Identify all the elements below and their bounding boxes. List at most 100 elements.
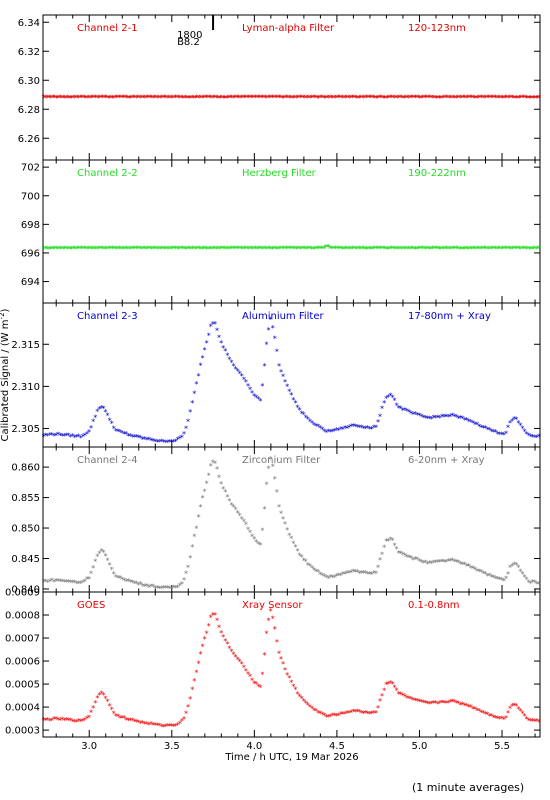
data-point: * [485, 245, 490, 254]
data-point: * [87, 575, 92, 584]
data-point: * [506, 94, 511, 103]
data-point: * [48, 245, 53, 254]
series-4: ****************************************… [41, 455, 541, 594]
data-point: * [409, 410, 414, 419]
data-point: * [267, 94, 272, 103]
channel-label: Channel 2-2 [77, 168, 138, 179]
data-point: * [289, 679, 294, 688]
data-point: * [203, 94, 208, 103]
data-point: * [458, 560, 463, 569]
data-point: * [462, 245, 467, 254]
data-point: * [190, 686, 195, 695]
data-point: * [290, 245, 295, 254]
data-point: * [419, 698, 424, 707]
data-point: * [369, 570, 374, 579]
data-point: * [501, 431, 506, 440]
y-tick-label: 700 [21, 191, 40, 202]
data-point: * [228, 94, 233, 103]
data-point: * [233, 653, 238, 662]
y-tick-label: 698 [21, 220, 40, 231]
data-point: * [149, 720, 154, 729]
data-point: * [155, 245, 160, 254]
data-point: * [197, 94, 202, 103]
data-point: * [186, 418, 191, 427]
data-point: * [431, 559, 436, 568]
data-point: * [144, 93, 149, 102]
data-point: * [369, 425, 374, 434]
data-point: * [483, 570, 488, 579]
data-point: * [509, 245, 514, 254]
data-point: * [62, 578, 67, 587]
data-point: * [429, 245, 434, 254]
data-point: * [403, 245, 408, 254]
data-point: * [415, 556, 420, 565]
data-point: * [396, 690, 401, 699]
data-point: * [462, 416, 467, 425]
data-point: * [507, 245, 512, 254]
data-point: * [43, 432, 48, 441]
data-point: * [477, 568, 482, 577]
data-point: * [142, 720, 147, 729]
data-point: * [82, 94, 87, 103]
data-point: * [376, 418, 381, 427]
data-point: * [277, 649, 282, 658]
data-point: * [248, 672, 253, 681]
data-point: * [76, 580, 81, 589]
data-point: * [380, 692, 385, 701]
data-point: * [276, 245, 281, 254]
data-point: * [283, 378, 288, 387]
data-point: * [423, 94, 428, 103]
data-point: * [219, 480, 224, 489]
data-point: * [277, 362, 282, 371]
data-point: * [506, 423, 511, 432]
data-point: * [68, 94, 73, 103]
data-point: * [161, 94, 166, 103]
data-point: * [72, 718, 77, 727]
data-point: * [173, 584, 178, 593]
data-point: * [446, 413, 451, 422]
data-point: * [525, 94, 530, 103]
data-point: * [468, 703, 473, 712]
data-point: * [82, 244, 87, 253]
data-point: * [266, 326, 271, 335]
data-point: * [347, 94, 352, 103]
data-point: * [122, 430, 127, 439]
data-point: * [507, 94, 512, 103]
data-point: * [502, 94, 507, 103]
data-point: * [386, 245, 391, 254]
data-point: * [462, 560, 467, 569]
data-point: * [45, 245, 50, 254]
data-point: * [532, 94, 537, 103]
data-point: * [357, 423, 362, 432]
data-point: * [188, 408, 193, 417]
data-point: * [307, 703, 312, 712]
data-point: * [481, 570, 486, 579]
data-point: * [194, 245, 199, 254]
data-point: * [52, 578, 57, 587]
data-point: * [514, 415, 519, 424]
data-point: * [85, 575, 90, 584]
data-point: * [532, 433, 537, 442]
data-point: * [97, 245, 102, 254]
panel-frame [42, 159, 541, 304]
data-point: * [169, 93, 174, 102]
data-point: * [468, 245, 473, 254]
data-point: * [315, 245, 320, 254]
data-point: * [288, 245, 293, 254]
data-point: * [163, 584, 168, 593]
data-point: * [62, 94, 67, 103]
data-point: * [382, 245, 387, 254]
data-point: * [323, 94, 328, 103]
data-point: * [511, 94, 516, 103]
data-point: * [371, 245, 376, 254]
data-point: * [455, 94, 460, 103]
data-point: * [277, 94, 282, 103]
data-point: * [227, 356, 232, 365]
data-point: * [236, 94, 241, 103]
data-point: * [461, 94, 466, 103]
data-point: * [152, 94, 157, 103]
data-point: * [409, 245, 414, 254]
data-point: * [192, 533, 197, 542]
data-point: * [62, 432, 67, 441]
data-point: * [96, 244, 101, 253]
